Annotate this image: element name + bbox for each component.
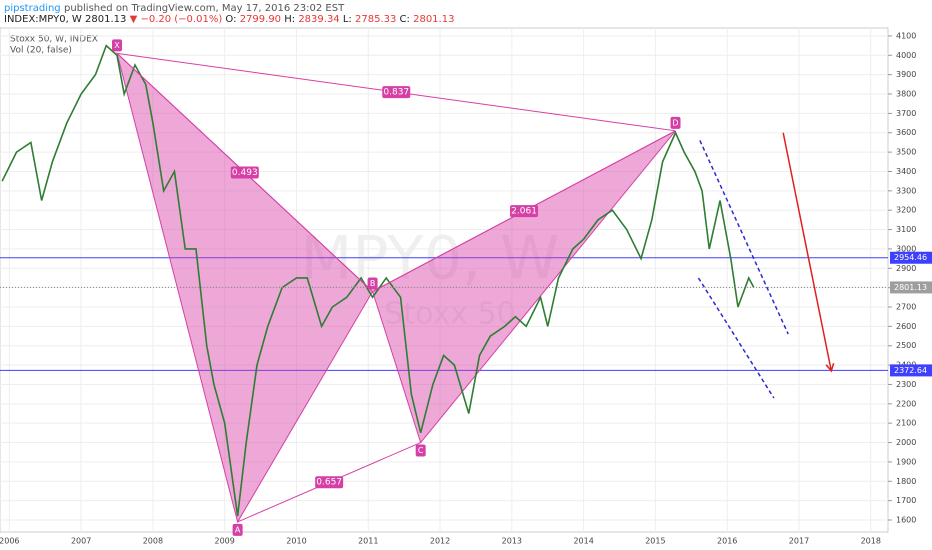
x-tick-label: 2012 — [430, 537, 450, 546]
plot-area — [0, 27, 889, 533]
x-tick-label: 2013 — [502, 537, 522, 546]
arrow-head — [825, 363, 835, 373]
last-price: 2801.13 — [85, 14, 126, 25]
level-label: 2954.46 — [894, 253, 927, 262]
legend: Vol (20, false) — [10, 46, 72, 56]
point-label: D — [672, 118, 678, 127]
point-label-bg — [415, 444, 426, 457]
x-tick-label: 2008 — [143, 537, 163, 546]
ticker-line: INDEX:MPY0, W 2801.13 ▼ −0.20 (−0.01%) O… — [4, 14, 454, 25]
symbol: INDEX:MPY0, W — [4, 14, 82, 25]
y-tick-label: 2300 — [896, 380, 916, 389]
y-tick-label: 4000 — [896, 51, 916, 60]
x-tick-label: 2014 — [573, 537, 593, 546]
y-tick-label: 3500 — [896, 148, 916, 157]
ohlc-value: 2839.34 — [298, 14, 339, 25]
ratio-label: 0.837 — [383, 88, 409, 98]
y-tick-label: 2000 — [896, 438, 916, 447]
y-tick-label: 1800 — [896, 477, 916, 486]
last-price-label: 2801.13 — [894, 283, 927, 292]
ticker: INDEX:MPY0, W 2801.13 ▼ −0.20 (−0.01%) O… — [4, 14, 454, 25]
x-tick-label: 2015 — [645, 537, 665, 546]
x-tick-label: 2016 — [717, 537, 737, 546]
point-label: X — [114, 41, 120, 50]
y-tick-label: 2500 — [896, 341, 916, 350]
point-label-bg — [367, 277, 378, 290]
x-tick-label: 2009 — [215, 537, 235, 546]
ohlc-value: 2801.13 — [413, 14, 454, 25]
point-label: B — [370, 279, 376, 288]
y-tick-label: 1600 — [896, 515, 916, 524]
ratio-label: 0.493 — [232, 168, 258, 178]
ratio-label-bg — [230, 166, 259, 179]
ohlc-label: O: — [225, 14, 236, 25]
y-tick-label: 3900 — [896, 70, 916, 79]
point-label-bg — [670, 116, 681, 129]
y-tick-label: 2900 — [896, 264, 916, 273]
ohlc-value: 2799.90 — [240, 14, 281, 25]
ratio-label-bg — [510, 205, 539, 218]
level-label-bg — [890, 364, 932, 377]
author[interactable]: pipstrading — [4, 3, 61, 14]
x-tick-label: 2007 — [71, 537, 91, 546]
y-tick-label: 4100 — [896, 31, 916, 40]
ohlc-label: H: — [284, 14, 295, 25]
ratio-label-bg — [382, 86, 411, 99]
ohlc-label: L: — [343, 14, 352, 25]
change-arrow: ▼ — [130, 14, 138, 25]
price-line — [1, 44, 755, 517]
channel-line — [699, 140, 789, 335]
y-tick-label: 3600 — [896, 128, 916, 137]
x-tick-label: 2018 — [861, 537, 881, 546]
change: −0.20 (−0.01%) — [140, 14, 222, 25]
ohlc-value: 2785.33 — [355, 14, 396, 25]
watermark: Stoxx 50 — [384, 297, 515, 332]
point-label: C — [418, 446, 424, 455]
y-tick-label: 3800 — [896, 90, 916, 99]
point-label: A — [235, 525, 241, 534]
last-price-bg — [890, 281, 932, 294]
point-label-bg — [232, 523, 243, 536]
y-tick-label: 3300 — [896, 186, 916, 195]
forecast-arrow — [782, 132, 833, 372]
ratio-label-bg — [315, 476, 344, 489]
x-tick-label: 2010 — [286, 537, 306, 546]
y-tick-label: 3400 — [896, 167, 916, 176]
watermark: MPY0, W — [301, 224, 560, 294]
y-tick-label: 3200 — [896, 206, 916, 215]
published: published on TradingView.com, May 17, 20… — [64, 3, 345, 14]
y-tick-label: 1900 — [896, 457, 916, 466]
y-tick-label: 2200 — [896, 399, 916, 408]
x-tick-label: 2006 — [0, 537, 20, 546]
x-tick-label: 2011 — [358, 537, 378, 546]
ohlc-label: C: — [400, 14, 410, 25]
y-tick-label: 3700 — [896, 109, 916, 118]
point-label-bg — [112, 39, 123, 52]
level-label: 2372.64 — [894, 366, 927, 375]
y-tick-label: 2600 — [896, 322, 916, 331]
y-tick-label: 2100 — [896, 419, 916, 428]
ratio-label: 0.657 — [316, 478, 342, 488]
x-tick-label: 2017 — [789, 537, 809, 546]
y-tick-label: 2700 — [896, 303, 916, 312]
y-tick-label: 1700 — [896, 496, 916, 505]
channel-line — [697, 277, 775, 399]
y-tick-label: 3100 — [896, 225, 916, 234]
level-label-bg — [890, 251, 932, 264]
ratio-label: 2.061 — [511, 207, 537, 217]
legend: Stoxx 50, W, INDEX — [10, 35, 98, 45]
y-tick-label: 3000 — [896, 244, 916, 253]
